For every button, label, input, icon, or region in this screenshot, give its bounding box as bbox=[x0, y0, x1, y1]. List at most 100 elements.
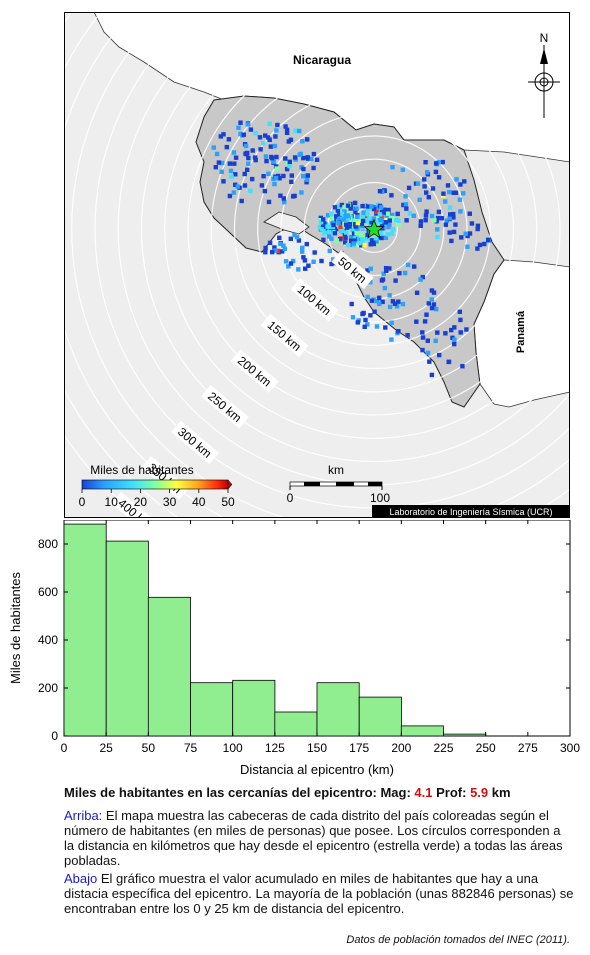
legend-tick: 30 bbox=[163, 495, 177, 509]
district-dot bbox=[221, 132, 226, 137]
district-dot bbox=[447, 230, 452, 235]
district-dot bbox=[349, 238, 354, 243]
district-dot bbox=[406, 185, 412, 191]
district-dot bbox=[353, 209, 358, 214]
district-dot bbox=[434, 219, 439, 224]
district-dot bbox=[383, 266, 389, 271]
district-dot bbox=[382, 207, 387, 212]
district-dot bbox=[301, 155, 306, 161]
district-dot bbox=[311, 165, 316, 171]
district-dot bbox=[305, 155, 310, 160]
histogram-bar bbox=[443, 733, 487, 737]
district-dot bbox=[368, 266, 373, 271]
district-dot bbox=[336, 204, 341, 209]
district-dot bbox=[467, 211, 472, 216]
district-dot bbox=[301, 174, 306, 179]
x-axis-label: Distancia al epicentro (km) bbox=[240, 762, 394, 777]
district-dot bbox=[369, 220, 374, 225]
district-dot bbox=[447, 189, 452, 195]
depth-value: 5.9 bbox=[470, 785, 489, 800]
legend-tick: 0 bbox=[79, 495, 86, 509]
district-dot bbox=[385, 232, 391, 237]
district-dot bbox=[460, 364, 465, 369]
district-dot bbox=[336, 217, 342, 222]
district-dot bbox=[425, 338, 430, 343]
histogram-bar bbox=[358, 696, 402, 737]
district-dot bbox=[267, 121, 272, 127]
district-dot bbox=[287, 164, 292, 169]
district-dot bbox=[396, 218, 401, 224]
district-dot bbox=[384, 268, 389, 274]
district-dot bbox=[291, 258, 296, 264]
district-dot bbox=[405, 262, 411, 268]
district-dot bbox=[268, 144, 273, 149]
district-dot bbox=[301, 255, 306, 260]
district-dot bbox=[400, 167, 405, 172]
district-dot bbox=[457, 197, 463, 202]
district-dot bbox=[273, 175, 279, 181]
scale-tick-100: 100 bbox=[370, 491, 390, 505]
district-dot bbox=[377, 212, 383, 217]
district-dot bbox=[231, 150, 237, 155]
district-dot bbox=[360, 234, 366, 239]
district-dot bbox=[248, 127, 254, 132]
district-dot bbox=[312, 250, 317, 255]
histogram-bar bbox=[232, 679, 276, 737]
x-tick-label: 250 bbox=[476, 741, 496, 755]
district-dot bbox=[224, 144, 229, 150]
district-dot bbox=[306, 263, 311, 268]
district-dot bbox=[403, 202, 409, 207]
district-dot bbox=[390, 299, 396, 304]
district-dot bbox=[391, 227, 396, 232]
district-dot bbox=[433, 338, 438, 343]
district-dot bbox=[339, 202, 345, 208]
district-dot bbox=[369, 204, 374, 209]
district-dot bbox=[371, 206, 377, 212]
district-dot bbox=[429, 372, 435, 378]
district-dot bbox=[453, 222, 458, 227]
district-dot bbox=[233, 172, 238, 177]
x-tick-label: 175 bbox=[349, 741, 369, 755]
district-dot bbox=[365, 268, 370, 273]
legend-tick: 40 bbox=[192, 495, 206, 509]
legend-tick: 10 bbox=[105, 495, 119, 509]
district-dot bbox=[383, 235, 389, 240]
district-dot bbox=[431, 302, 437, 307]
district-dot bbox=[293, 128, 298, 133]
district-dot bbox=[394, 304, 400, 309]
histogram-bar bbox=[105, 540, 149, 737]
district-dot bbox=[368, 280, 373, 285]
district-dot bbox=[444, 218, 449, 223]
district-dot bbox=[343, 214, 348, 219]
district-dot bbox=[269, 154, 274, 160]
district-dot bbox=[374, 299, 379, 304]
district-dot bbox=[304, 177, 310, 182]
district-dot bbox=[436, 175, 442, 180]
district-dot bbox=[382, 210, 387, 215]
district-dot bbox=[447, 205, 453, 210]
district-dot bbox=[402, 270, 408, 276]
district-dot bbox=[423, 160, 428, 165]
x-tick-label: 25 bbox=[99, 741, 113, 755]
x-tick-label: 150 bbox=[307, 741, 327, 755]
district-dot bbox=[461, 191, 466, 196]
district-dot bbox=[350, 315, 356, 320]
district-dot bbox=[449, 327, 454, 333]
district-dot bbox=[386, 207, 391, 213]
district-dot bbox=[218, 134, 223, 139]
district-dot bbox=[429, 288, 435, 293]
district-dot bbox=[338, 224, 343, 229]
district-dot bbox=[363, 317, 368, 323]
abajo-lead: Abajo bbox=[64, 871, 98, 886]
district-dot bbox=[371, 240, 376, 245]
x-tick-label: 0 bbox=[61, 741, 68, 755]
district-dot bbox=[280, 249, 285, 254]
district-dot bbox=[433, 169, 439, 175]
magnitude-value: 4.1 bbox=[414, 785, 433, 800]
district-dot bbox=[463, 231, 468, 236]
district-dot bbox=[261, 141, 266, 146]
district-dot bbox=[241, 132, 246, 137]
district-dot bbox=[424, 312, 429, 317]
district-dot bbox=[318, 220, 324, 225]
district-dot bbox=[272, 143, 278, 149]
